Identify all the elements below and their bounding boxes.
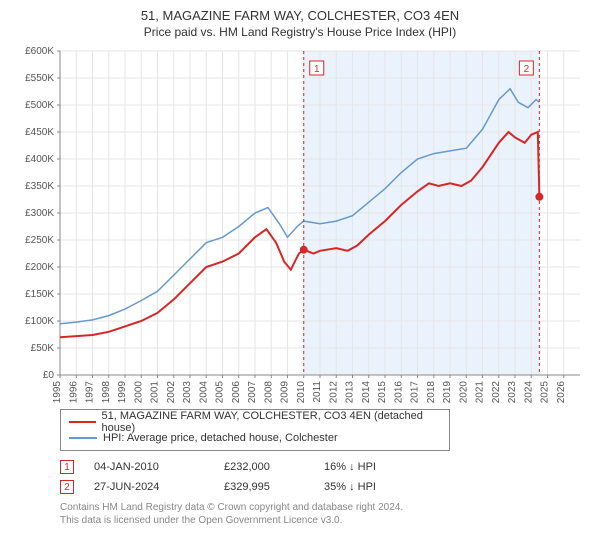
x-tick-label: 1998	[101, 381, 112, 404]
x-tick-label: 2007	[247, 381, 258, 404]
x-tick-label: 2008	[263, 381, 274, 404]
x-tick-label: 2002	[166, 381, 177, 404]
marker-num: 1	[314, 64, 320, 75]
x-tick-label: 2016	[393, 381, 404, 404]
x-tick-label: 1999	[117, 381, 128, 404]
title-block: 51, MAGAZINE FARM WAY, COLCHESTER, CO3 4…	[10, 8, 590, 39]
x-tick-label: 2025	[540, 381, 551, 404]
x-tick-label: 2003	[182, 381, 193, 404]
transaction-row: 2 27-JUN-2024 £329,995 35% ↓ HPI	[60, 477, 590, 497]
x-tick-label: 1996	[68, 381, 79, 404]
x-tick-label: 2021	[475, 381, 486, 404]
y-tick-label: £0	[43, 370, 55, 381]
x-tick-label: 2001	[150, 381, 161, 404]
chart-container: 51, MAGAZINE FARM WAY, COLCHESTER, CO3 4…	[0, 0, 600, 531]
legend-box: 51, MAGAZINE FARM WAY, COLCHESTER, CO3 4…	[60, 409, 450, 451]
x-tick-label: 2014	[361, 381, 372, 404]
x-tick-label: 2022	[491, 381, 502, 404]
y-tick-label: £400K	[25, 154, 54, 165]
legend-swatch	[69, 421, 96, 423]
y-tick-label: £100K	[25, 316, 54, 327]
marker-dot	[535, 193, 543, 201]
y-tick-label: £500K	[25, 100, 54, 111]
x-tick-label: 2024	[523, 381, 534, 404]
y-tick-label: £250K	[25, 235, 54, 246]
x-tick-label: 1995	[52, 381, 63, 404]
chart-subtitle: Price paid vs. HM Land Registry's House …	[10, 25, 590, 39]
x-tick-label: 2026	[556, 381, 567, 404]
x-tick-label: 2023	[507, 381, 518, 404]
x-tick-label: 2013	[345, 381, 356, 404]
x-tick-label: 2004	[198, 381, 209, 404]
legend-swatch	[69, 437, 97, 439]
legend-label: 51, MAGAZINE FARM WAY, COLCHESTER, CO3 4…	[102, 410, 441, 434]
y-tick-label: £600K	[25, 46, 54, 57]
y-tick-label: £200K	[25, 262, 54, 273]
footer-attribution: Contains HM Land Registry data © Crown c…	[60, 501, 580, 527]
y-tick-label: £550K	[25, 73, 54, 84]
x-tick-label: 2000	[133, 381, 144, 404]
transaction-price: £329,995	[224, 481, 304, 493]
x-tick-label: 2011	[312, 381, 323, 403]
x-tick-label: 1997	[85, 381, 96, 404]
y-tick-label: £150K	[25, 289, 54, 300]
y-tick-label: £450K	[25, 127, 54, 138]
x-tick-label: 2005	[215, 381, 226, 404]
x-tick-label: 2010	[296, 381, 307, 404]
chart-svg: £0 £50K £100K £150K £200K £250K £300K £350K £400…	[10, 45, 590, 405]
marker-num: 2	[524, 64, 530, 75]
footer-line1: Contains HM Land Registry data © Crown c…	[60, 501, 580, 514]
legend-row: 51, MAGAZINE FARM WAY, COLCHESTER, CO3 4…	[69, 414, 441, 430]
x-tick-label: 2017	[410, 381, 421, 404]
x-tick-label: 2006	[231, 381, 242, 404]
x-tick-label: 2018	[426, 381, 437, 404]
transaction-diff: 16% ↓ HPI	[324, 461, 414, 473]
transaction-marker-box: 1	[60, 460, 74, 474]
x-tick-label: 2015	[377, 381, 388, 404]
transaction-date: 04-JAN-2010	[94, 461, 204, 473]
transaction-row: 1 04-JAN-2010 £232,000 16% ↓ HPI	[60, 457, 590, 477]
transaction-marker-box: 2	[60, 480, 74, 494]
y-tick-label: £50K	[31, 343, 55, 354]
y-tick-label: £350K	[25, 181, 54, 192]
x-tick-label: 2019	[442, 381, 453, 404]
x-tick-label: 2012	[328, 381, 339, 404]
legend-label: HPI: Average price, detached house, Colc…	[103, 432, 338, 444]
chart-title: 51, MAGAZINE FARM WAY, COLCHESTER, CO3 4…	[10, 8, 590, 23]
x-tick-label: 2009	[280, 381, 291, 404]
x-tick-label: 2020	[458, 381, 469, 404]
chart-area: £0 £50K £100K £150K £200K £250K £300K £350K £400…	[10, 45, 590, 405]
transaction-price: £232,000	[224, 461, 304, 473]
transaction-diff: 35% ↓ HPI	[324, 481, 414, 493]
marker-dot	[300, 246, 308, 254]
y-tick-label: £300K	[25, 208, 54, 219]
footer-line2: This data is licensed under the Open Gov…	[60, 514, 580, 527]
transaction-date: 27-JUN-2024	[94, 481, 204, 493]
transactions-table: 1 04-JAN-2010 £232,000 16% ↓ HPI 2 27-JUN-202…	[60, 457, 590, 497]
